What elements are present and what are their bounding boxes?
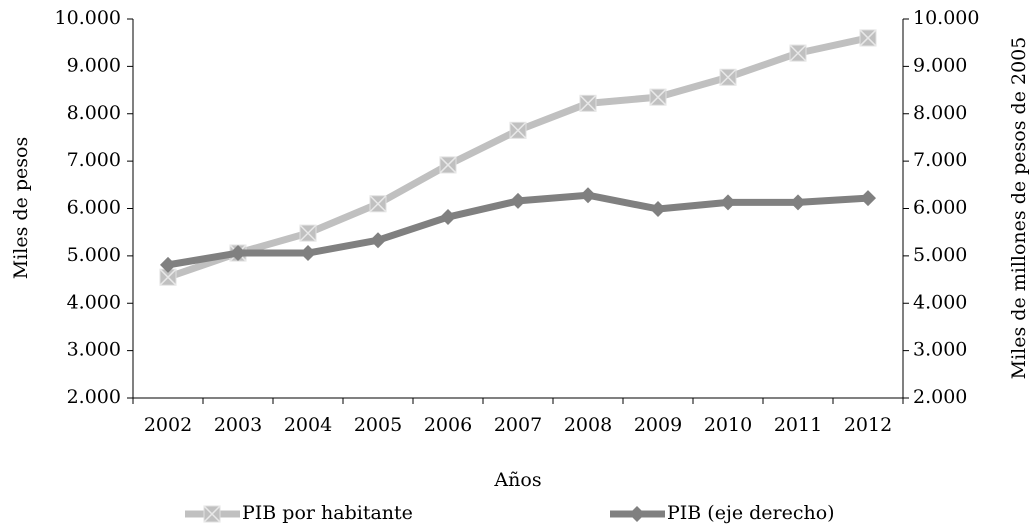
y-tick-label: 7.000: [67, 149, 121, 171]
x-tick-label: 2006: [424, 414, 472, 436]
marker: [649, 88, 667, 106]
marker-part: [579, 94, 597, 112]
x-tick-label: 2003: [214, 414, 262, 436]
marker: [230, 245, 246, 262]
x-tick-label: 2005: [354, 414, 402, 436]
y-tick-label: 10.000: [55, 7, 121, 29]
y2-tick-label: 8.000: [913, 102, 967, 124]
y-tick-label: 3.000: [67, 339, 121, 361]
y-tick-label: 4.000: [67, 291, 121, 313]
marker: [719, 68, 737, 86]
marker: [203, 505, 221, 523]
y-axis-label: Miles de pesos: [10, 137, 32, 279]
y-tick-label: 5.000: [67, 244, 121, 266]
x-tick-label: 2009: [634, 414, 682, 436]
marker-part: [719, 68, 737, 86]
marker-part: [299, 224, 317, 242]
marker: [299, 224, 317, 242]
marker: [509, 121, 527, 139]
y2-tick-label: 9.000: [913, 54, 967, 76]
marker-part: [859, 29, 877, 47]
marker: [580, 187, 596, 204]
x-tick-label: 2008: [564, 414, 612, 436]
series-line: [166, 34, 869, 281]
marker: [720, 194, 736, 211]
x-tick-label: 2011: [774, 414, 822, 436]
marker: [440, 209, 456, 226]
marker: [790, 194, 806, 211]
x-axis-label: Años: [493, 469, 541, 491]
marker: [159, 268, 177, 286]
marker: [510, 192, 526, 209]
x-tick-label: 2004: [284, 414, 332, 436]
marker: [860, 190, 876, 207]
marker: [650, 200, 666, 217]
marker-part: [439, 156, 457, 174]
marker: [160, 256, 176, 273]
legend-label: PIB (eje derecho): [667, 502, 835, 524]
marker-part: [789, 44, 807, 62]
legend-label: PIB por habitante: [242, 502, 413, 524]
marker: [369, 195, 387, 213]
marker-part: [203, 505, 221, 523]
marker-part: [369, 195, 387, 213]
y2-tick-label: 7.000: [913, 149, 967, 171]
y2-tick-label: 6.000: [913, 197, 967, 219]
y-tick-label: 2.000: [67, 386, 121, 408]
marker: [629, 506, 645, 522]
marker: [579, 94, 597, 112]
marker: [439, 156, 457, 174]
y2-tick-label: 5.000: [913, 244, 967, 266]
x-tick-label: 2012: [844, 414, 892, 436]
x-tick-label: 2002: [144, 414, 192, 436]
marker: [300, 245, 316, 262]
y2-tick-label: 10.000: [913, 7, 979, 29]
y-tick-label: 6.000: [67, 197, 121, 219]
marker: [859, 29, 877, 47]
marker-part: [159, 268, 177, 286]
marker: [370, 232, 386, 249]
y2-tick-label: 3.000: [913, 339, 967, 361]
marker: [789, 44, 807, 62]
y-tick-label: 9.000: [67, 54, 121, 76]
marker-part: [509, 121, 527, 139]
y2-tick-label: 2.000: [913, 386, 967, 408]
y2-tick-label: 4.000: [913, 291, 967, 313]
y2-axis-label: Miles de millones de pesos de 2005: [1008, 37, 1030, 380]
marker-part: [649, 88, 667, 106]
y-tick-label: 8.000: [67, 102, 121, 124]
x-tick-label: 2007: [494, 414, 542, 436]
x-tick-label: 2010: [704, 414, 752, 436]
